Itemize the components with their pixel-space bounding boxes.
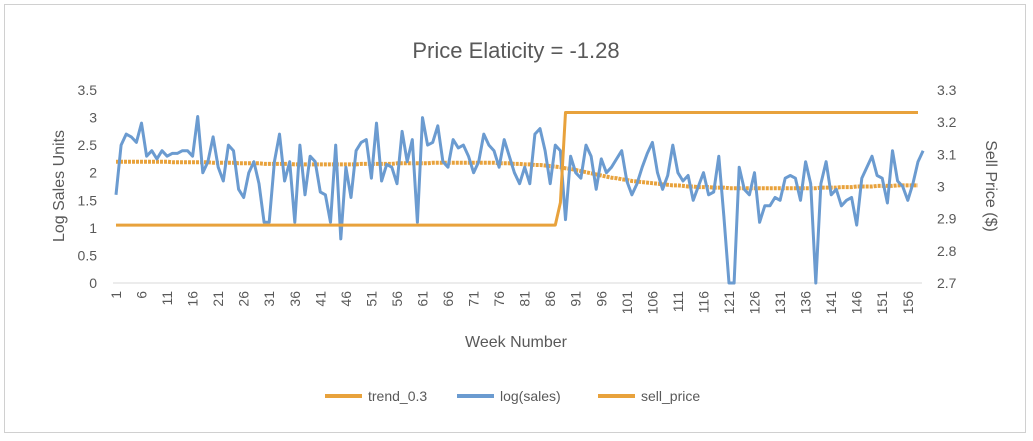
x-tick-label: 131: [772, 291, 788, 315]
right-tick-label: 2.7: [937, 275, 957, 291]
left-tick-label: 0: [89, 275, 97, 291]
series-layer: [114, 111, 925, 285]
right-tick-label: 3.2: [937, 114, 957, 130]
x-tick-label: 16: [185, 291, 201, 307]
x-tick-label: 11: [159, 291, 175, 306]
series-line-sell-price: [116, 111, 918, 227]
x-tick-label: 146: [849, 291, 865, 315]
series-line-log-sales-: [114, 115, 925, 285]
x-tick-label: 66: [440, 291, 456, 307]
x-tick-label: 56: [389, 291, 405, 307]
x-tick-label: 41: [312, 291, 328, 307]
x-tick-label: 121: [721, 291, 737, 315]
chart-title: Price Elaticity = -1.28: [412, 38, 619, 63]
x-axis-ticks: 1 6 11 16 21 26 31 36 41 46 51 56 61 66 71 76 81 86 91 96 10…: [108, 291, 916, 315]
legend-label: log(sales): [500, 388, 561, 404]
x-tick-label: 51: [363, 291, 379, 307]
legend-label: sell_price: [641, 388, 700, 404]
x-tick-label: 36: [287, 291, 303, 307]
left-tick-label: 1: [89, 220, 97, 236]
x-tick-label: 31: [261, 291, 277, 307]
left-axis-label: Log Sales Units: [51, 130, 68, 242]
x-tick-label: 136: [798, 291, 814, 315]
left-tick-label: 3.5: [78, 82, 98, 98]
x-tick-label: 116: [695, 291, 711, 314]
x-tick-label: 76: [491, 291, 507, 307]
legend-label: trend_0.3: [368, 388, 427, 404]
right-tick-label: 3.3: [937, 82, 957, 98]
x-tick-label: 96: [593, 291, 609, 307]
x-axis-label: Week Number: [465, 334, 568, 351]
left-tick-label: 1.5: [78, 192, 98, 208]
x-tick-label: 26: [236, 291, 252, 307]
right-tick-label: 2.9: [937, 211, 957, 227]
left-tick-label: 2.5: [78, 137, 98, 153]
x-tick-label: 106: [644, 291, 660, 315]
x-tick-label: 126: [747, 291, 763, 315]
x-tick-label: 81: [517, 291, 533, 307]
x-tick-label: 86: [542, 291, 558, 307]
x-tick-label: 156: [900, 291, 916, 315]
right-tick-label: 3: [937, 179, 945, 195]
x-tick-label: 46: [338, 291, 354, 307]
right-axis-label: Sell Price ($): [982, 140, 999, 232]
x-tick-label: 151: [874, 291, 890, 315]
right-tick-label: 2.8: [937, 243, 957, 259]
x-tick-label: 101: [619, 291, 635, 315]
x-tick-label: 91: [568, 291, 584, 307]
x-tick-label: 71: [466, 291, 482, 307]
x-tick-label: 111: [670, 291, 686, 312]
left-tick-label: 2: [89, 165, 97, 181]
x-tick-label: 61: [414, 291, 430, 307]
x-tick-label: 1: [108, 291, 124, 299]
legend: trend_0.3 log(sales) sell_price: [325, 388, 700, 404]
x-tick-label: 6: [134, 291, 150, 299]
left-axis-ticks: 0 0.5 1 1.5 2 2.5 3 3.5: [78, 82, 98, 291]
x-tick-label: 21: [210, 291, 226, 307]
right-axis-ticks: 2.7 2.8 2.9 3 3.1 3.2 3.3: [937, 82, 957, 291]
x-tick-label: 141: [823, 291, 839, 315]
right-tick-label: 3.1: [937, 146, 957, 162]
left-tick-label: 3: [89, 110, 97, 126]
left-tick-label: 0.5: [78, 247, 98, 263]
